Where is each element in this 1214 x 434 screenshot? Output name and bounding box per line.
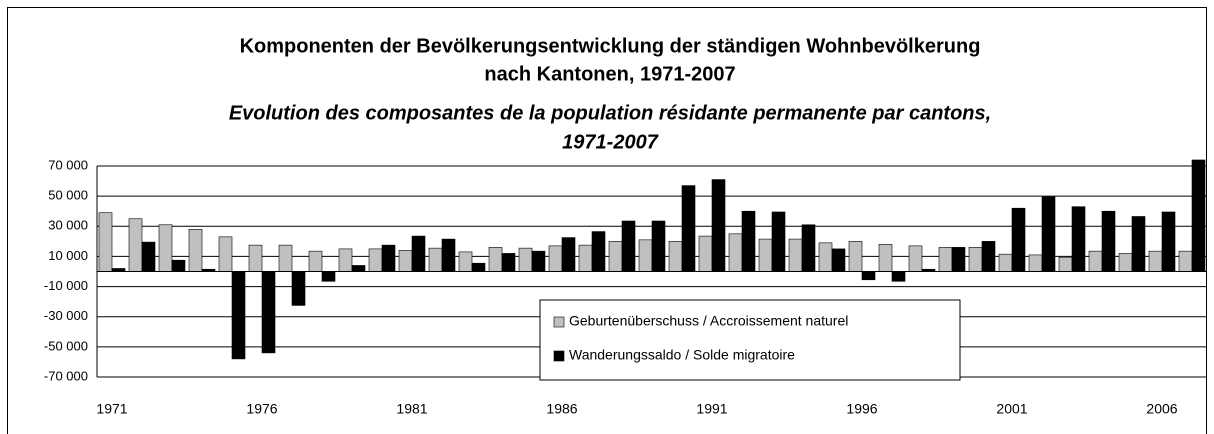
bar bbox=[291, 271, 306, 306]
bar bbox=[248, 244, 263, 272]
bar bbox=[801, 224, 816, 272]
bar bbox=[818, 242, 833, 272]
x-tick-label: 1971 bbox=[96, 401, 127, 417]
bar bbox=[128, 218, 143, 272]
bar bbox=[471, 262, 486, 272]
bar bbox=[548, 245, 563, 272]
bar bbox=[608, 241, 623, 272]
chart-title: Evolution des composantes de la populati… bbox=[229, 102, 991, 124]
bar bbox=[1148, 250, 1163, 272]
y-tick-label: 10 000 bbox=[48, 248, 88, 263]
bar bbox=[981, 241, 996, 272]
bar bbox=[1088, 250, 1103, 272]
bar bbox=[458, 251, 473, 272]
chart-frame bbox=[7, 7, 1207, 434]
bar bbox=[158, 224, 173, 272]
bar bbox=[698, 235, 713, 272]
bar bbox=[368, 248, 383, 272]
bar bbox=[488, 247, 503, 272]
y-tick-label: -30 000 bbox=[44, 308, 88, 323]
bar bbox=[878, 244, 893, 272]
x-tick-label: 1976 bbox=[246, 401, 277, 417]
y-tick-label: 30 000 bbox=[48, 218, 88, 233]
bar bbox=[741, 210, 756, 272]
bar bbox=[98, 212, 113, 272]
y-tick-label: 50 000 bbox=[48, 188, 88, 203]
bar bbox=[561, 237, 576, 272]
chart-title: 1971-2007 bbox=[562, 131, 659, 153]
bar bbox=[261, 271, 276, 354]
bar bbox=[531, 250, 546, 272]
bar bbox=[891, 271, 906, 282]
bar bbox=[1058, 256, 1073, 272]
y-tick-label: 70 000 bbox=[48, 157, 88, 172]
bar bbox=[501, 253, 516, 272]
bar bbox=[171, 259, 186, 272]
bar bbox=[381, 244, 396, 272]
bar bbox=[1101, 210, 1116, 272]
bar bbox=[681, 185, 696, 272]
bar bbox=[578, 244, 593, 272]
bar bbox=[278, 244, 293, 272]
bar bbox=[848, 241, 863, 272]
bar bbox=[308, 250, 323, 272]
bar bbox=[621, 220, 636, 272]
legend-swatch bbox=[553, 316, 565, 328]
bar bbox=[831, 248, 846, 272]
bar bbox=[231, 271, 246, 360]
bar bbox=[651, 220, 666, 272]
bar bbox=[338, 248, 353, 272]
bar bbox=[938, 247, 953, 272]
bar bbox=[141, 241, 156, 272]
legend-label: Wanderungssaldo / Solde migratoire bbox=[569, 347, 795, 363]
x-tick-label: 1986 bbox=[546, 401, 577, 417]
bar bbox=[188, 229, 203, 272]
x-tick-label: 1991 bbox=[696, 401, 727, 417]
bar bbox=[321, 271, 336, 282]
legend-label: Geburtenüberschuss / Accroissement natur… bbox=[569, 313, 848, 329]
bar bbox=[1178, 250, 1193, 272]
bar bbox=[1191, 159, 1206, 272]
bar bbox=[1161, 211, 1176, 272]
chart-title: Komponenten der Bevölkerungsentwicklung … bbox=[240, 35, 981, 57]
bar bbox=[411, 235, 426, 272]
legend-swatch bbox=[553, 350, 565, 362]
bar bbox=[788, 238, 803, 272]
y-tick-label: -50 000 bbox=[44, 338, 88, 353]
bar bbox=[1131, 216, 1146, 272]
bar bbox=[1028, 254, 1043, 272]
bar bbox=[1041, 196, 1056, 272]
bar bbox=[968, 247, 983, 272]
x-tick-label: 2001 bbox=[996, 401, 1027, 417]
bar bbox=[951, 247, 966, 272]
bar bbox=[711, 179, 726, 272]
x-tick-label: 1996 bbox=[846, 401, 877, 417]
bar bbox=[998, 253, 1013, 272]
y-tick-label: -70 000 bbox=[44, 368, 88, 383]
bar bbox=[441, 238, 456, 272]
bar bbox=[428, 247, 443, 272]
bar bbox=[668, 241, 683, 272]
bar bbox=[1071, 206, 1086, 272]
x-tick-label: 1981 bbox=[396, 401, 427, 417]
chart-title: nach Kantonen, 1971-2007 bbox=[484, 63, 735, 85]
bar bbox=[1118, 253, 1133, 272]
bar bbox=[861, 271, 876, 281]
bar bbox=[591, 231, 606, 272]
legend bbox=[539, 299, 961, 381]
bar bbox=[518, 247, 533, 272]
bar bbox=[398, 250, 413, 272]
bar bbox=[771, 211, 786, 272]
bar bbox=[1011, 207, 1026, 272]
x-tick-label: 2006 bbox=[1146, 401, 1177, 417]
bar bbox=[908, 245, 923, 272]
bar bbox=[351, 265, 366, 272]
bar bbox=[758, 238, 773, 272]
bar bbox=[638, 239, 653, 272]
bar bbox=[218, 236, 233, 272]
y-tick-label: -10 000 bbox=[44, 278, 88, 293]
bar bbox=[728, 233, 743, 272]
